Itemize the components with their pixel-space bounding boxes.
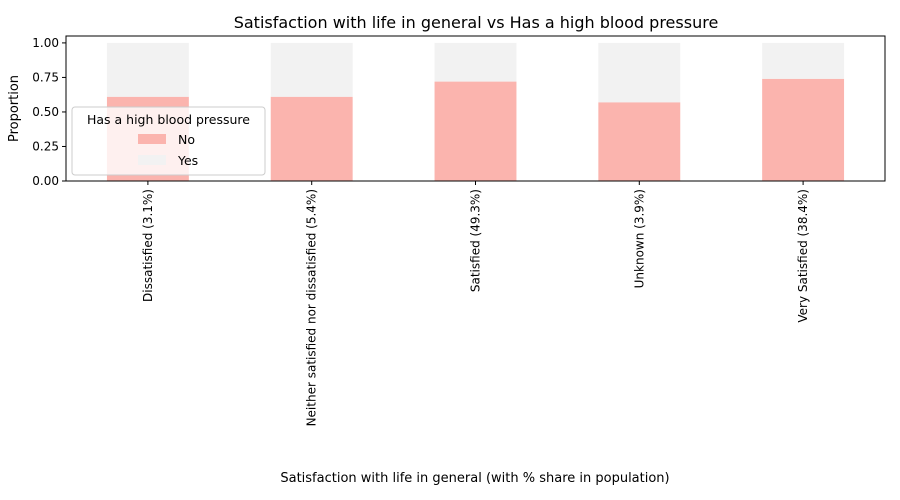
legend-title: Has a high blood pressure [87,112,250,127]
x-tick-label: Satisfied (49.3%) [469,189,483,292]
bar-no-3 [434,81,517,181]
bar-no-5 [762,78,845,181]
y-axis-label: Proportion [7,75,22,142]
legend-swatch-yes [138,155,166,165]
x-axis: Dissatisfied (3.1%) Neither satisfied nor… [141,181,810,426]
bar-yes-5 [762,42,845,79]
x-axis-label: Satisfaction with life in general (with … [280,471,669,486]
y-tick-label: 0.00 [32,174,59,188]
bar-no-2 [270,96,353,181]
bar-no-4 [598,102,681,181]
x-tick-label: Neither satisfied nor dissatisfied (5.4%… [305,189,319,426]
bar-yes-2 [270,42,353,97]
x-tick-label: Very Satisfied (38.4%) [796,189,810,323]
legend: Has a high blood pressure No Yes [71,106,266,176]
y-tick-label: 0.25 [32,139,59,153]
legend-label-yes: Yes [177,153,198,168]
legend-swatch-no [138,134,166,144]
legend-label-no: No [178,132,195,147]
y-axis: 0.00 0.25 0.50 0.75 1.00 [32,36,66,188]
x-tick-label: Dissatisfied (3.1%) [141,189,155,302]
bars-group [106,42,845,181]
x-tick-label: Unknown (3.9%) [632,189,646,288]
bar-yes-3 [434,42,517,82]
y-tick-label: 0.75 [32,70,59,84]
y-tick-label: 1.00 [32,36,59,50]
y-tick-label: 0.50 [32,105,59,119]
legend-box [71,106,266,176]
chart-title: Satisfaction with life in general vs Has… [234,13,719,32]
bar-yes-4 [598,42,681,103]
bar-yes-1 [106,42,189,97]
